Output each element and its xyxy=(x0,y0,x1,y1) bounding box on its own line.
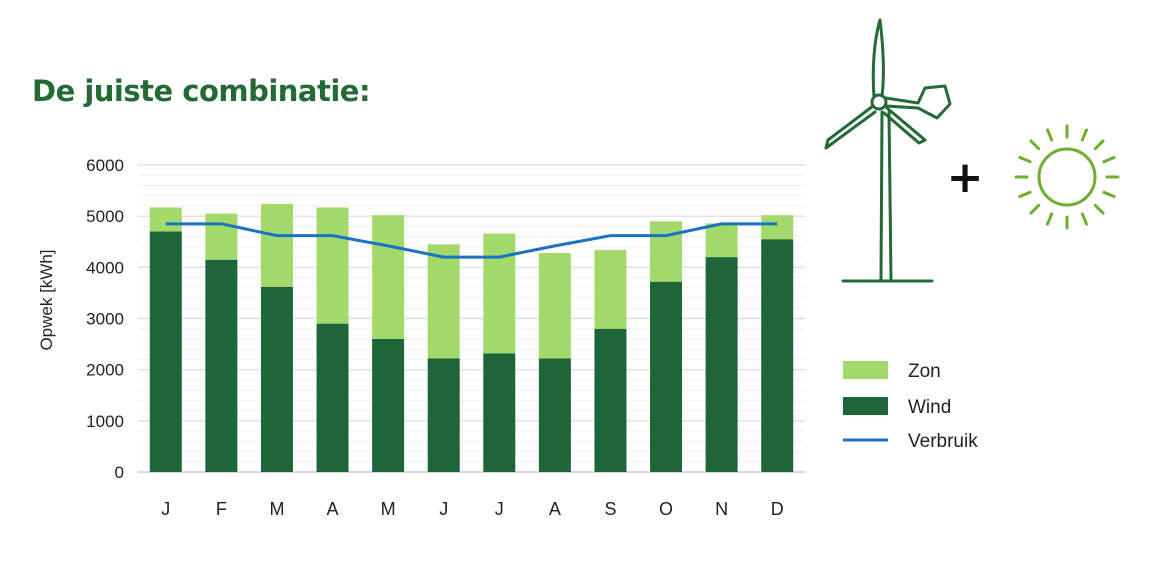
bar-zon xyxy=(483,233,516,354)
y-tick-label: 0 xyxy=(115,463,124,482)
y-tick-label: 6000 xyxy=(86,156,124,175)
bar-zon xyxy=(761,215,794,240)
bars xyxy=(149,203,794,472)
legend-swatch-wind xyxy=(843,397,888,415)
bar-wind xyxy=(205,259,238,472)
sun-ray xyxy=(1093,203,1105,215)
sun-ray xyxy=(1029,203,1041,215)
bar-zon xyxy=(149,207,182,232)
x-category-label: D xyxy=(771,499,784,519)
bar-zon xyxy=(260,203,293,287)
legend: Zon Wind Verbruik xyxy=(843,361,978,452)
y-tick-label: 2000 xyxy=(86,361,124,380)
bar-wind xyxy=(427,358,460,472)
sun-ray xyxy=(1018,155,1032,164)
x-category-label: A xyxy=(327,499,339,519)
bar-wind xyxy=(594,328,627,472)
x-category-label: M xyxy=(269,499,284,519)
wind-turbine-icon xyxy=(824,18,952,283)
verbruik-line xyxy=(165,222,778,259)
page-title: De juiste combinatie: xyxy=(32,74,371,108)
bar-wind xyxy=(761,239,794,472)
x-category-label: J xyxy=(161,499,170,519)
bar-wind xyxy=(483,353,516,472)
sun-ray xyxy=(1018,190,1032,199)
x-category-label: J xyxy=(439,499,448,519)
y-tick-label: 4000 xyxy=(86,258,124,277)
x-category-label: F xyxy=(216,499,227,519)
bar-zon xyxy=(650,221,683,282)
bar-wind xyxy=(260,286,293,472)
y-axis-ticks: 0 1000 2000 3000 4000 5000 6000 xyxy=(86,156,124,482)
bar-wind xyxy=(149,231,182,472)
y-tick-label: 3000 xyxy=(86,310,124,329)
bar-zon xyxy=(594,249,627,329)
x-category-label: M xyxy=(381,499,396,519)
bar-zon xyxy=(372,215,405,339)
sun-ray xyxy=(1045,212,1054,226)
sun-ray xyxy=(1102,155,1116,164)
y-tick-label: 1000 xyxy=(86,412,124,431)
sun-ray xyxy=(1045,128,1054,142)
bar-zon xyxy=(205,213,238,260)
bar-wind xyxy=(650,281,683,472)
gridlines xyxy=(138,164,805,473)
plus-icon: + xyxy=(947,152,984,203)
legend-swatch-zon xyxy=(843,361,888,379)
bar-zon xyxy=(705,223,738,258)
bar-zon xyxy=(427,244,460,359)
bar-wind xyxy=(372,338,405,472)
x-category-label: A xyxy=(549,499,561,519)
legend-label-verbruik: Verbruik xyxy=(908,431,978,452)
bar-zon xyxy=(316,207,349,324)
sun-ray xyxy=(1102,190,1116,199)
y-tick-label: 5000 xyxy=(86,207,124,226)
bar-zon xyxy=(538,253,571,359)
legend-label-wind: Wind xyxy=(908,397,951,418)
x-category-label: O xyxy=(659,499,673,519)
x-category-label: S xyxy=(604,499,616,519)
y-axis-label: Opwek [kWh] xyxy=(37,249,56,350)
legend-label-zon: Zon xyxy=(908,361,941,382)
sun-ray xyxy=(1080,212,1089,226)
sun-ray xyxy=(1029,139,1041,151)
bar-wind xyxy=(538,358,571,472)
x-category-label: J xyxy=(495,499,504,519)
sun-ray xyxy=(1093,139,1105,151)
sun-icon xyxy=(1014,124,1120,230)
bar-wind xyxy=(705,257,738,472)
bar-wind xyxy=(316,323,349,472)
sun-ray xyxy=(1080,128,1089,142)
x-category-label: N xyxy=(715,499,728,519)
